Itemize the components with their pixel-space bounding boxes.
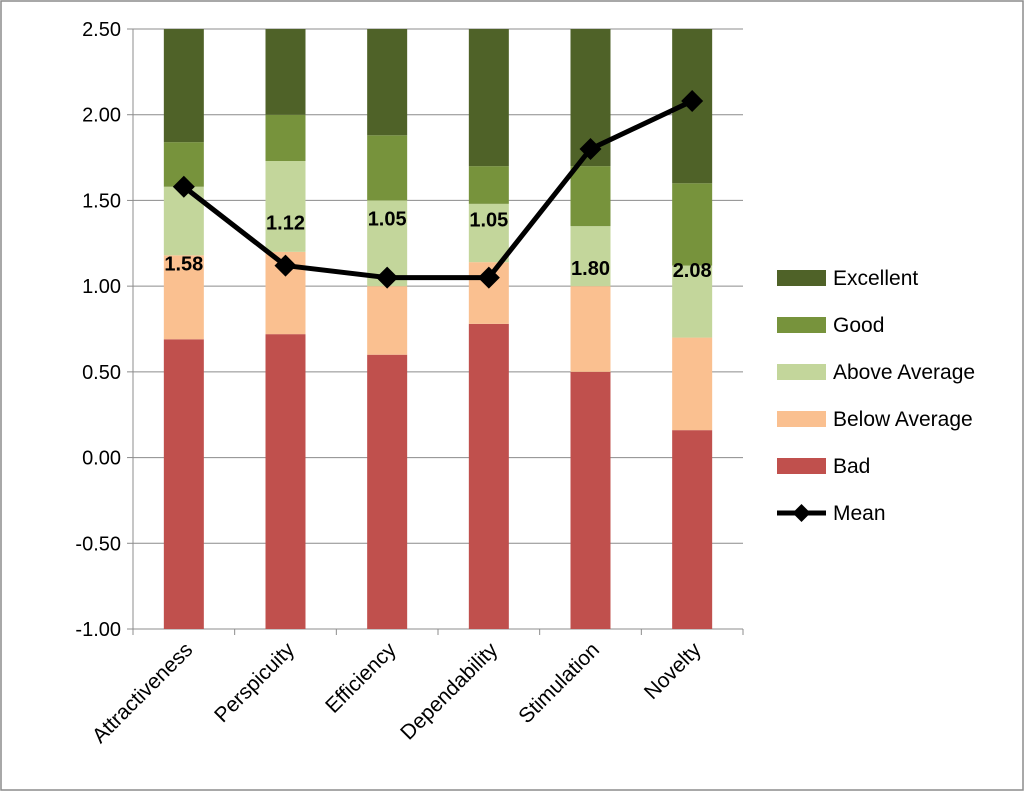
bar-segment-above-average: [468, 203, 509, 263]
bar-segment-below-average: [672, 337, 713, 431]
y-tick-label: 2.00: [82, 105, 121, 127]
legend-label: Above Average: [833, 361, 975, 384]
bar-segment-good: [570, 166, 611, 227]
bar-segment-below-average: [570, 286, 611, 372]
bar-segment-good: [468, 166, 509, 204]
bar-segment-excellent: [468, 29, 509, 167]
bar-segment-excellent: [265, 29, 306, 115]
mean-line: [182, 98, 694, 281]
bars: [163, 29, 713, 629]
y-tick-label: 1.00: [82, 276, 121, 298]
mean-point-marker: [172, 175, 195, 198]
bar-segment-below-average: [367, 286, 408, 355]
bar-segment-bad: [570, 371, 611, 629]
bar-segment-bad: [672, 430, 713, 629]
bar-segment-good: [265, 114, 306, 161]
bar-segment-bad: [468, 323, 509, 629]
x-category-label: Dependability: [396, 638, 503, 745]
legend-swatch: [777, 317, 826, 333]
bar-segment-excellent: [367, 29, 408, 136]
bar-segment-bad: [265, 334, 306, 629]
mean-point-marker: [376, 266, 399, 289]
bar-segment-above-average: [265, 161, 306, 252]
bar-segment-good: [672, 183, 713, 266]
mean-point-marker: [477, 266, 500, 289]
mean-data-label: 2.08: [673, 260, 712, 282]
legend-label: Below Average: [833, 408, 973, 431]
mean-data-label: 1.05: [368, 209, 407, 231]
bar-segment-bad: [367, 354, 408, 629]
y-tick-label: 2.50: [82, 19, 121, 41]
mean-data-label: 1.05: [469, 210, 508, 232]
legend-marker-swatch: [792, 504, 811, 522]
mean-data-label: 1.80: [571, 258, 610, 280]
legend-swatch: [777, 364, 826, 380]
y-tick-label: -0.50: [75, 533, 121, 555]
y-tick-label: 0.00: [82, 448, 121, 470]
x-category-label: Attractiveness: [88, 638, 198, 748]
mean-data-label: 1.12: [266, 213, 305, 235]
bar-segment-good: [367, 135, 408, 201]
y-tick-label: 0.50: [82, 362, 121, 384]
bar-segment-bad: [163, 339, 204, 629]
legend-swatch: [777, 458, 826, 474]
x-category-label: Stimulation: [514, 638, 604, 728]
mean-point-marker: [681, 90, 704, 112]
bar-segment-above-average: [672, 265, 713, 338]
bar-segment-below-average: [163, 255, 204, 340]
legend-swatch: [777, 270, 826, 286]
y-tick-label: 1.50: [82, 190, 121, 212]
mean-point-marker: [579, 138, 602, 160]
x-category-label: Efficiency: [321, 638, 401, 718]
x-category-label: Novelty: [640, 638, 706, 704]
bar-segment-above-average: [570, 226, 611, 287]
mean-point-marker: [274, 254, 297, 277]
legend-label: Good: [833, 314, 884, 337]
y-tick-label: -1.00: [75, 619, 121, 641]
x-category-label: Perspicuity: [210, 638, 299, 727]
legend-label: Bad: [833, 455, 870, 478]
bar-segment-excellent: [163, 29, 204, 143]
legend-swatch: [777, 411, 826, 427]
legend-label: Mean: [833, 502, 886, 525]
legend: Excellent Good Above Average Below Average B…: [777, 267, 975, 525]
legend-label: Excellent: [833, 267, 918, 290]
mean-data-label: 1.58: [164, 254, 203, 276]
